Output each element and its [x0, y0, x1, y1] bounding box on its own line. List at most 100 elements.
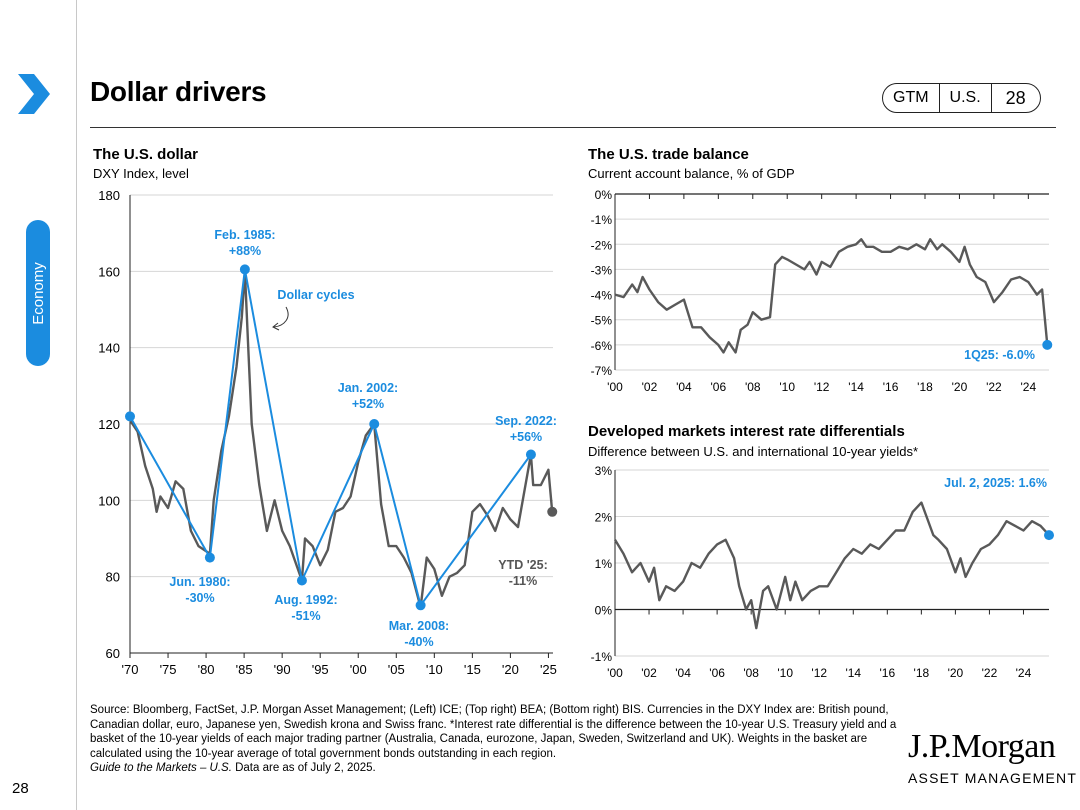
rates-xtick-label-5: '10	[777, 666, 793, 680]
dxy-annotation-label-5: Sep. 2022:	[495, 414, 557, 428]
trade-end-label: 1Q25: -6.0%	[964, 348, 1035, 362]
trade-xtick-label-2: '04	[676, 380, 692, 394]
dxy-xtick-label-1985: '85	[236, 662, 253, 677]
rates-end-label: Jul. 2, 2025: 1.6%	[944, 476, 1047, 490]
rates-xtick-label-10: '20	[948, 666, 964, 680]
dxy-xtick-label-2015: '15	[464, 662, 481, 677]
dxy-chart: 60 80 100 120 140 160 180 '70 '75 '80 '85 '90 '95 '00…	[98, 188, 558, 677]
trade-balance-line	[614, 238, 1049, 354]
trade-xtick-label-7: '14	[848, 380, 864, 394]
trade-xtick-label-1: '02	[642, 380, 658, 394]
section-tab-label-wrap: Economy	[26, 220, 50, 366]
dxy-xtick-label-2005: '05	[388, 662, 405, 677]
tab-page-number[interactable]: 28	[1005, 88, 1026, 108]
dxy-annotation-value-3: +52%	[352, 397, 384, 411]
trade-xtick-label-12: '24	[1021, 380, 1037, 394]
guide-title: Guide to the Markets – U.S.	[90, 762, 232, 774]
rates-xtick-label-9: '18	[914, 666, 930, 680]
dxy-annotation-label-1: Jun. 1980:	[169, 575, 230, 589]
trade-xtick-label-10: '20	[952, 380, 968, 394]
trade-ytick-label-5: -5%	[591, 314, 613, 328]
dxy-xtick-label-1990: '90	[274, 662, 291, 677]
trade-ytick-label-0: 0%	[595, 188, 613, 202]
rates-xtick-label-1: '02	[641, 666, 657, 680]
dxy-annotation-value-5: +56%	[510, 430, 542, 444]
dxy-ytick-label-100: 100	[98, 493, 120, 508]
dollar-cycle-point-2	[239, 264, 250, 275]
dxy-xtick-label-1975: '75	[160, 662, 177, 677]
dxy-ytick-label-80: 80	[106, 570, 120, 585]
dollar-cycles-arrow-head	[272, 322, 280, 331]
rates-ytick-label-3: 0%	[595, 604, 613, 618]
dxy-xtick-label-1995: '95	[312, 662, 329, 677]
dxy-xtick-label-2025: '25	[540, 662, 557, 677]
rates-ytick-label-1: 2%	[595, 511, 613, 525]
data-asof: Data are as of July 2, 2025.	[231, 762, 376, 774]
dxy-index-line	[129, 270, 554, 609]
trade-chart: 0% -1% -2% -3% -4% -5% -6% -7% '00 '02 '04 '06 '08 '1…	[591, 188, 1053, 394]
title-divider	[90, 127, 1056, 128]
dxy-annotation-value-1: -30%	[185, 591, 214, 605]
dxy-annotation-value-2: -51%	[291, 609, 320, 623]
trade-xtick-label-11: '22	[986, 380, 1002, 394]
dxy-xtick-label-2000: '00	[350, 662, 367, 677]
dollar-cycles-arrow-curve	[273, 306, 289, 328]
dxy-xtick-label-2020: '20	[502, 662, 519, 677]
trade-xtick-label-6: '12	[814, 380, 830, 394]
trade-ytick-label-1: -1%	[591, 213, 613, 227]
trade-ytick-label-3: -3%	[591, 263, 613, 277]
trade-chart-subtitle: Current account balance, % of GDP	[588, 166, 795, 181]
trade-xtick-label-0: '00	[607, 380, 623, 394]
rates-ytick-label-0: 3%	[595, 464, 613, 478]
dxy-ytick-label-160: 160	[98, 264, 120, 279]
rates-xtick-label-11: '22	[982, 666, 998, 680]
trade-ytick-label-7: -7%	[591, 364, 613, 378]
trade-ytick-label-2: -2%	[591, 238, 613, 252]
trade-end-point	[1042, 339, 1053, 350]
rates-xtick-label-12: '24	[1016, 666, 1032, 680]
rates-chart-title: Developed markets interest rate differen…	[588, 423, 905, 440]
dollar-cycle-point-1	[204, 552, 215, 563]
section-tab-label: Economy	[29, 261, 47, 325]
trade-xtick-label-5: '10	[779, 380, 795, 394]
dxy-end-point	[547, 506, 558, 517]
dxy-annotation-value-6: -11%	[509, 574, 538, 588]
dxy-annotation-value-0: +88%	[229, 244, 261, 258]
dollar-cycles-line	[129, 269, 532, 608]
tab-gtm[interactable]: GTM	[883, 84, 940, 112]
rates-xtick-label-6: '12	[811, 666, 827, 680]
trade-xtick-label-3: '06	[711, 380, 727, 394]
dollar-cycles-label: Dollar cycles	[277, 288, 354, 302]
trade-xtick-label-4: '08	[745, 380, 761, 394]
source-text: Source: Bloomberg, FactSet, J.P. Morgan …	[90, 704, 897, 760]
dollar-cycle-point-0	[125, 411, 135, 422]
rates-xtick-label-0: '00	[607, 666, 623, 680]
tab-us[interactable]: U.S.	[940, 84, 992, 112]
section-tab[interactable]	[26, 220, 50, 366]
dxy-annotation-label-6: YTD '25:	[498, 558, 548, 572]
dxy-chart-subtitle: DXY Index, level	[93, 166, 189, 181]
chevron-right-icon	[18, 74, 50, 114]
dxy-xtick-label-1980: '80	[198, 662, 215, 677]
rates-ytick-label-4: -1%	[591, 650, 613, 664]
dxy-ytick-label-60: 60	[106, 646, 120, 661]
dxy-annotation-label-3: Jan. 2002:	[338, 381, 398, 395]
header-tabs: GTM U.S. 28	[882, 83, 1041, 113]
trade-chart-title: The U.S. trade balance	[588, 146, 749, 163]
dollar-cycle-point-6	[525, 449, 536, 460]
rates-chart: 3% 2% 1% 0% -1% '00 '02 '04 '06 '08 '10 '12 '14 '16 '1…	[591, 464, 1054, 680]
rates-end-point	[1044, 530, 1054, 541]
dxy-xtick-label-1970: '70	[122, 662, 139, 677]
trade-ytick-label-6: -6%	[591, 339, 613, 353]
dollar-cycle-point-5	[415, 600, 426, 611]
trade-xtick-label-8: '16	[883, 380, 899, 394]
rates-xtick-label-2: '04	[675, 666, 691, 680]
rate-differential-line	[613, 501, 1050, 630]
dollar-cycle-point-3	[296, 575, 307, 586]
page-number: 28	[12, 780, 29, 797]
jpmorgan-logo: J.P.Morgan	[908, 728, 1056, 765]
dxy-annotation-label-4: Mar. 2008:	[389, 619, 449, 633]
rates-xtick-label-3: '06	[709, 666, 725, 680]
trade-ytick-label-4: -4%	[591, 289, 613, 303]
dxy-annotation-label-2: Aug. 1992:	[274, 593, 337, 607]
